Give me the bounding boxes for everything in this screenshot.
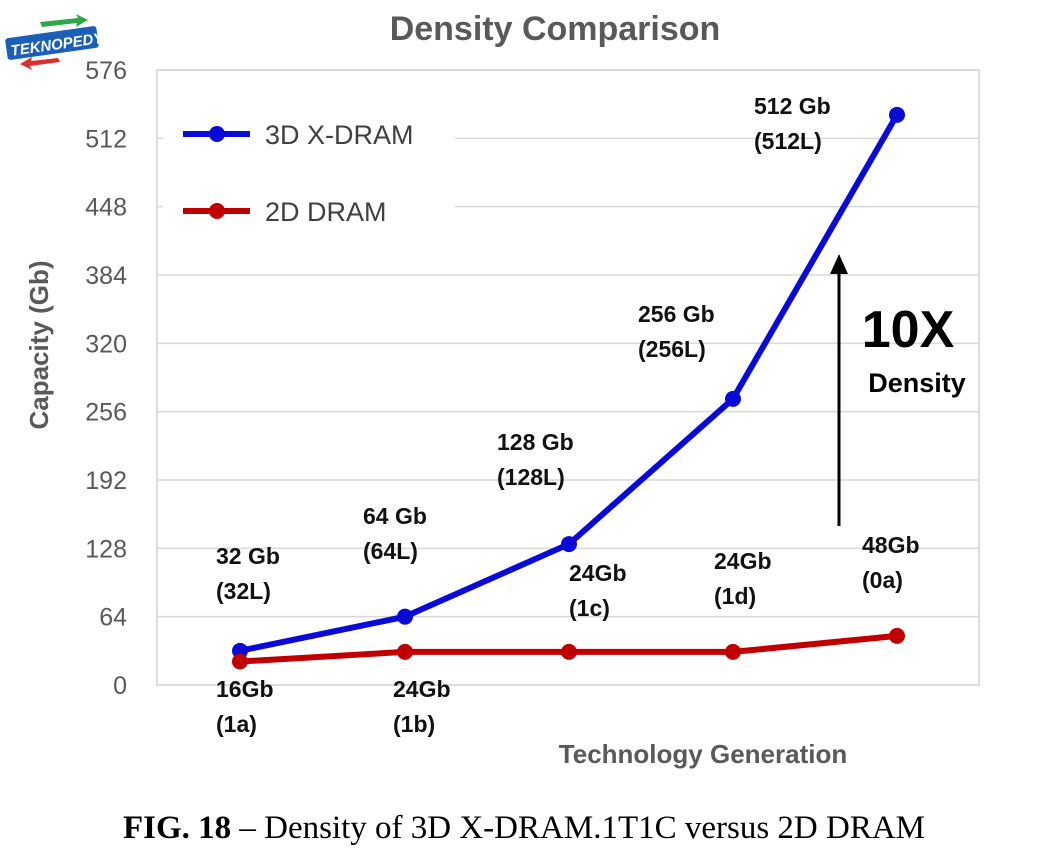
y-axis-title: Capacity (Gb) <box>24 260 54 429</box>
y-tick-label: 192 <box>85 467 127 495</box>
logo-arrow-red <box>20 57 60 70</box>
data-label: (512L) <box>754 128 822 154</box>
data-point <box>397 608 413 625</box>
series-group <box>232 106 905 670</box>
data-point <box>725 643 741 660</box>
legend: 3D X-DRAM 2D DRAM <box>163 96 455 250</box>
legend-box <box>163 96 455 250</box>
y-tick-label: 384 <box>85 262 127 290</box>
data-labels: 32 Gb (32L) 64 Gb (64L) 128 Gb (128L) 256 Gb (2… <box>216 93 920 737</box>
x-axis-title: Technology Generation <box>559 739 847 769</box>
y-axis-ticks: 0 64 128 192 256 320 384 448 512 576 <box>85 57 127 700</box>
data-label: (1b) <box>393 711 435 737</box>
data-point <box>232 653 248 670</box>
annotation-arrow-head <box>830 254 848 274</box>
density-annotation: 10X Density <box>830 254 966 526</box>
data-point <box>889 627 905 644</box>
legend-label-3d: 3D X-DRAM <box>265 120 414 150</box>
legend-marker-3d <box>209 126 225 142</box>
y-tick-label: 320 <box>85 330 127 358</box>
y-tick-label: 448 <box>85 194 127 222</box>
data-label: (64L) <box>363 538 418 564</box>
data-label: 32 Gb <box>216 543 280 569</box>
data-label: (1c) <box>569 595 610 621</box>
data-label: (1a) <box>216 711 257 737</box>
y-tick-label: 512 <box>85 125 127 153</box>
data-label: 48Gb <box>862 532 920 558</box>
data-label: 512 Gb <box>754 93 831 119</box>
logo-arrow-green <box>40 14 88 27</box>
data-label: (128L) <box>497 464 565 490</box>
data-label: 16Gb <box>216 676 274 702</box>
y-tick-label: 256 <box>85 399 127 427</box>
density-chart: TEKNOPEDYA Density Comparison 0641281922… <box>5 10 980 769</box>
y-tick-label: 0 <box>113 672 127 700</box>
y-tick-label: 128 <box>85 535 127 563</box>
data-point <box>889 106 905 123</box>
legend-label-2d: 2D DRAM <box>265 197 387 227</box>
annotation-10x: 10X <box>862 301 955 359</box>
data-label: 24Gb <box>569 560 627 586</box>
data-point <box>725 390 741 407</box>
chart-title: Density Comparison <box>390 10 721 48</box>
data-label: 24Gb <box>393 676 451 702</box>
caption-fig-number: FIG. 18 <box>122 810 232 846</box>
data-label: (256L) <box>638 336 706 362</box>
data-label: 256 Gb <box>638 301 715 327</box>
data-label: (32L) <box>216 578 271 604</box>
annotation-density: Density <box>868 368 966 398</box>
data-point <box>561 643 577 660</box>
data-label: 128 Gb <box>497 429 574 455</box>
data-label: (0a) <box>862 567 903 593</box>
legend-marker-2d <box>209 203 225 219</box>
data-point <box>397 643 413 660</box>
caption-text: – Density of 3D X-DRAM.1T1C versus 2D DR… <box>231 810 926 846</box>
data-label: 24Gb <box>714 548 772 574</box>
y-tick-label: 576 <box>85 57 127 85</box>
data-label: 64 Gb <box>363 503 427 529</box>
y-tick-label: 64 <box>99 604 127 632</box>
data-label: (1d) <box>714 583 756 609</box>
figure-caption: FIG. 18 – Density of 3D X-DRAM.1T1C vers… <box>0 810 1048 847</box>
logo-banner <box>5 26 99 60</box>
data-point <box>561 536 577 553</box>
